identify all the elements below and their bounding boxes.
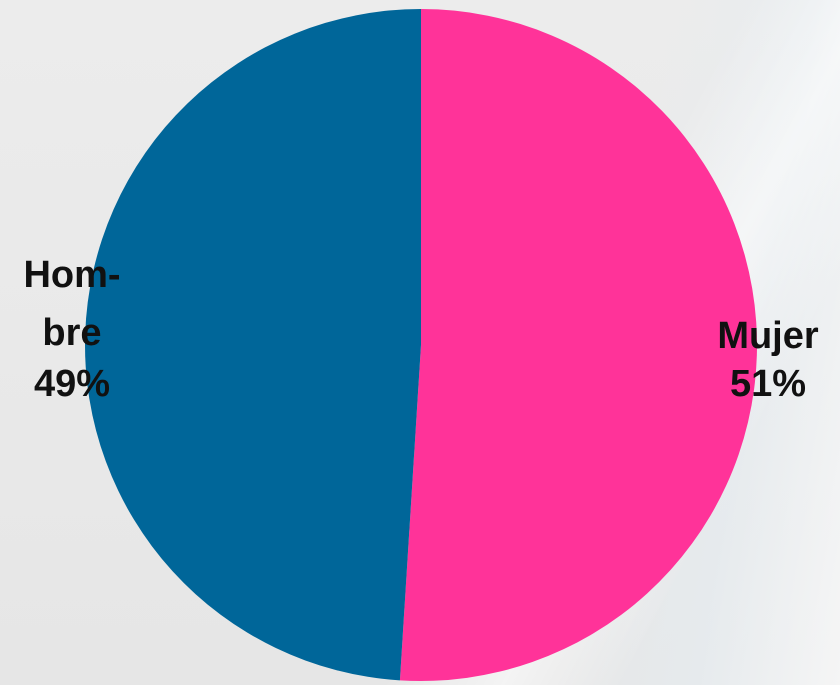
label-hombre-line1: Hom-	[23, 254, 120, 296]
label-hombre-percent: 49%	[34, 363, 110, 405]
slice-mujer	[399, 9, 758, 681]
label-mujer-category: Mujer	[717, 315, 819, 357]
slice-labels: Hom- bre 49% Mujer 51%	[23, 254, 818, 405]
slice-hombre	[85, 9, 421, 681]
label-mujer-percent: 51%	[730, 363, 806, 405]
label-hombre-line2: bre	[42, 312, 101, 354]
pie-slices	[85, 9, 758, 681]
